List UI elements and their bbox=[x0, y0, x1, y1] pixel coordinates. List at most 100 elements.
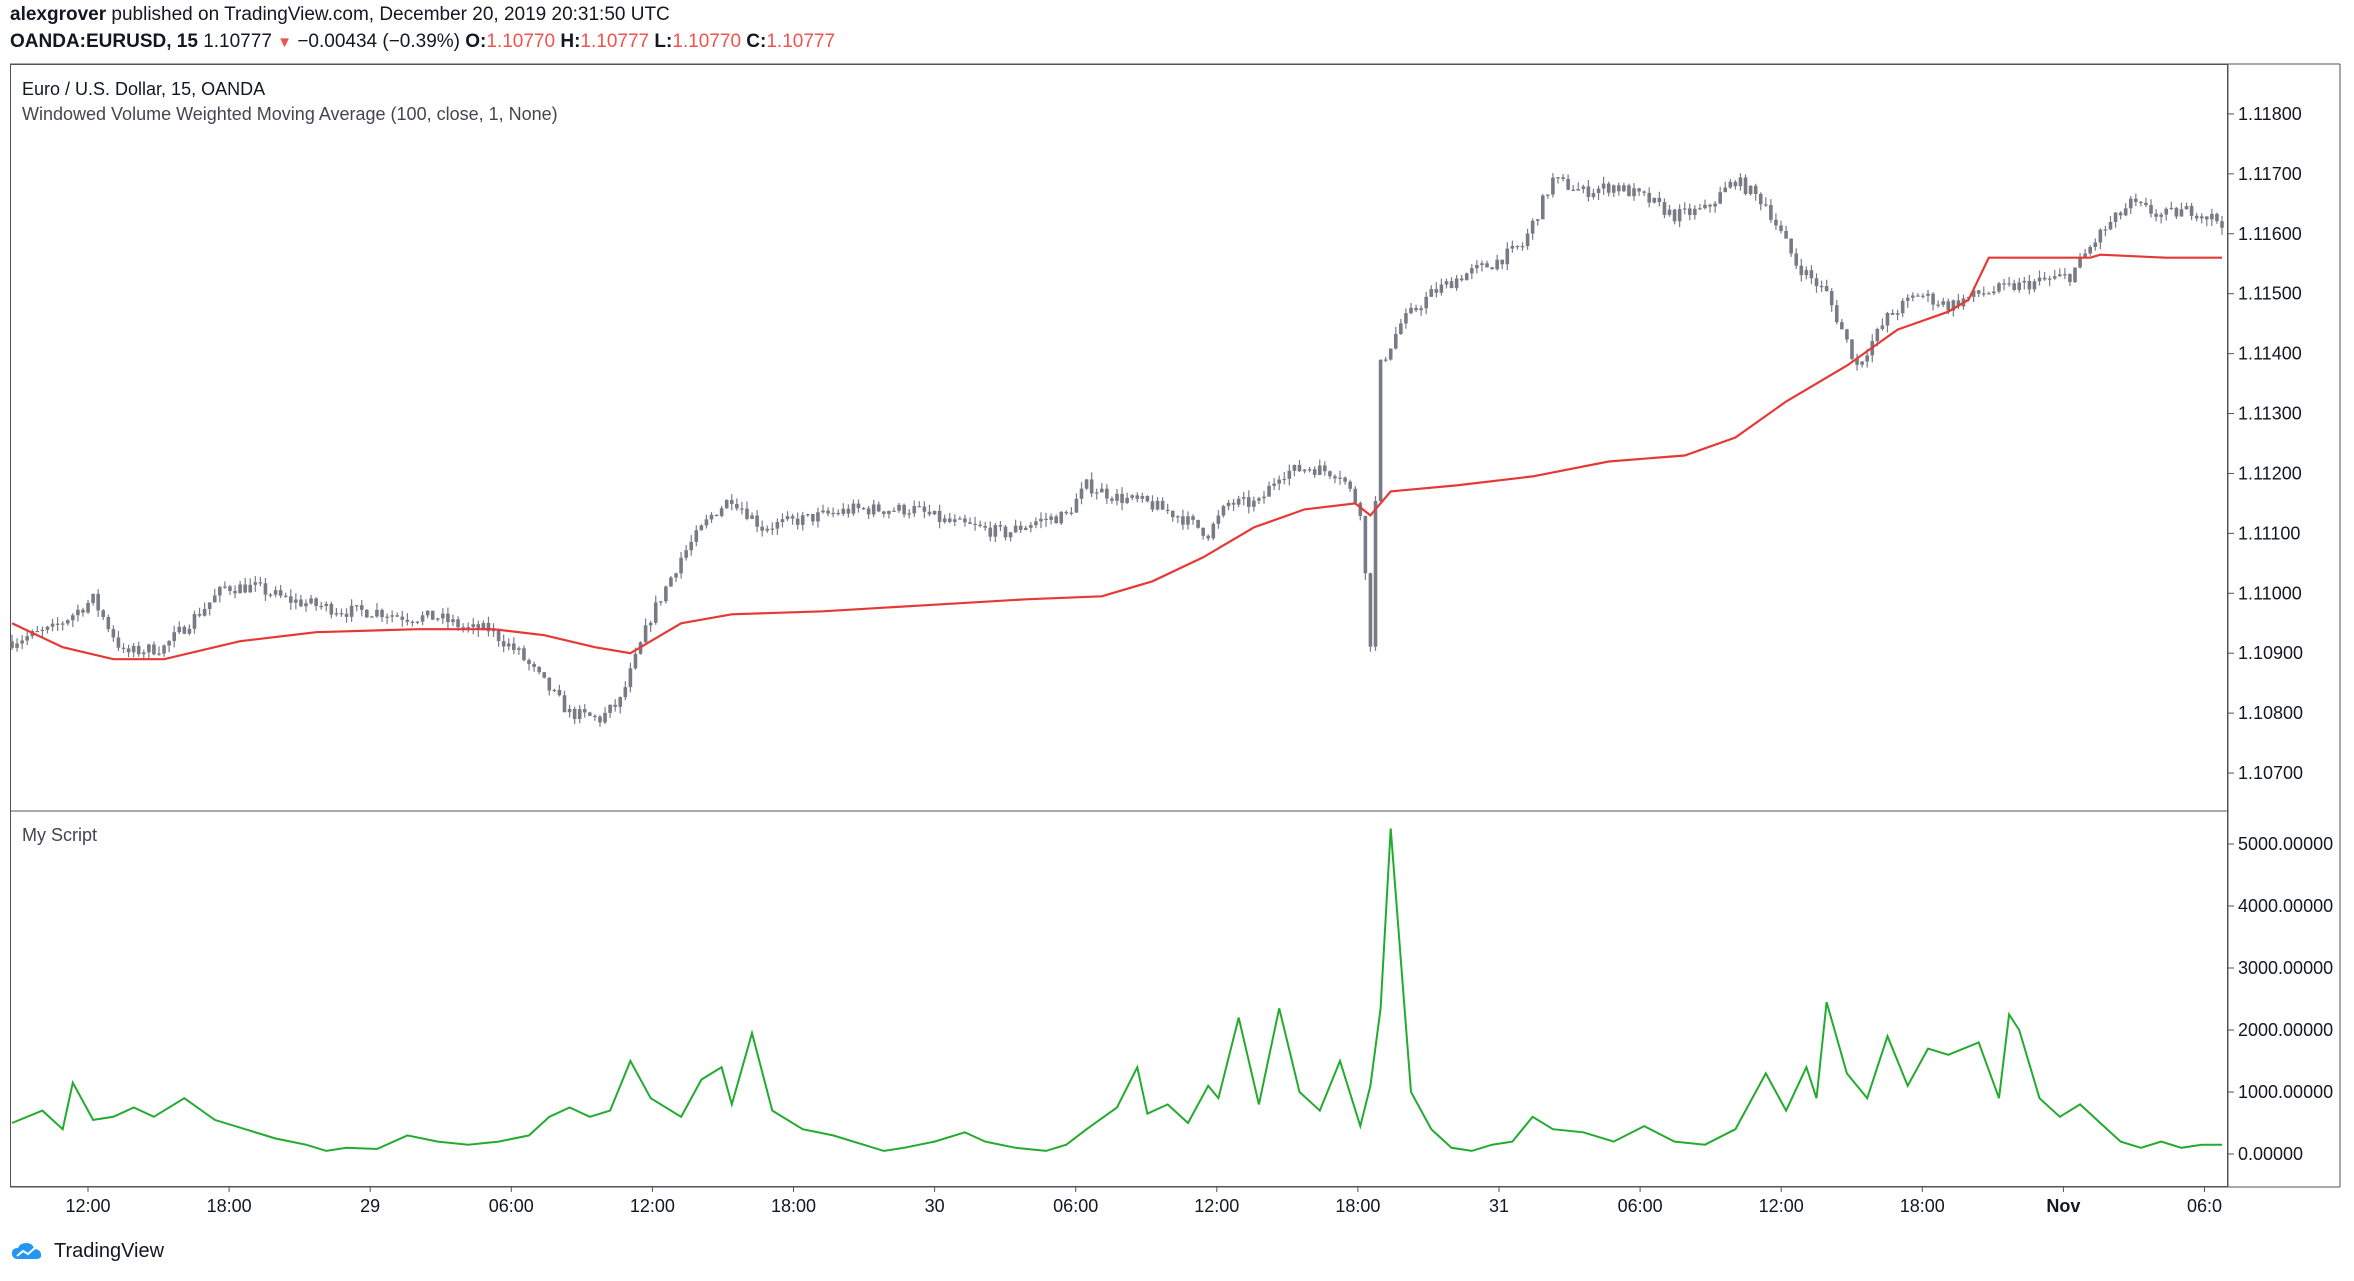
candle bbox=[1733, 180, 1738, 190]
candle bbox=[1601, 176, 1606, 195]
candle bbox=[958, 516, 962, 520]
candle bbox=[50, 618, 55, 632]
candle bbox=[2220, 215, 2224, 235]
candle bbox=[1170, 510, 1175, 522]
candle bbox=[466, 622, 470, 633]
candle bbox=[400, 610, 405, 627]
candle bbox=[435, 617, 440, 622]
candle bbox=[45, 625, 50, 634]
candle bbox=[1546, 194, 1550, 199]
candle bbox=[1637, 187, 1641, 196]
symbol-name[interactable]: OANDA:EURUSD, 15 bbox=[10, 31, 198, 52]
candle bbox=[1687, 203, 1692, 221]
candle bbox=[562, 690, 567, 713]
candle bbox=[2113, 211, 2118, 228]
candle bbox=[1429, 285, 1434, 297]
candle bbox=[785, 511, 790, 522]
candle bbox=[106, 614, 111, 633]
tradingview-logo[interactable]: TradingView bbox=[10, 1240, 164, 1263]
candle bbox=[1125, 492, 1129, 505]
candle bbox=[425, 610, 430, 619]
candle bbox=[96, 589, 100, 617]
candle bbox=[1236, 495, 1241, 508]
candle bbox=[223, 581, 227, 589]
candle bbox=[1262, 491, 1266, 504]
candle bbox=[157, 646, 161, 656]
candle bbox=[212, 588, 217, 603]
candle bbox=[2057, 268, 2062, 277]
candle bbox=[1470, 264, 1474, 280]
y-tick-label: 1.11600 bbox=[2238, 224, 2302, 244]
candle bbox=[1652, 197, 1657, 204]
candle bbox=[613, 699, 617, 712]
candle bbox=[942, 514, 947, 524]
candle bbox=[2012, 279, 2016, 292]
candle bbox=[1464, 272, 1469, 281]
candle bbox=[152, 641, 156, 656]
candle bbox=[304, 599, 308, 612]
y-tick-label: 1.11700 bbox=[2238, 164, 2302, 184]
candle bbox=[365, 608, 369, 618]
author-name[interactable]: alexgrover bbox=[10, 4, 107, 25]
candle bbox=[836, 509, 841, 516]
sub-pane-title: My Script bbox=[22, 825, 98, 845]
candle bbox=[1581, 184, 1586, 194]
candle bbox=[1034, 517, 1038, 529]
candle bbox=[532, 661, 536, 672]
candle bbox=[2169, 201, 2174, 211]
candles-layer bbox=[10, 173, 2224, 727]
candle bbox=[1216, 510, 1221, 529]
candle bbox=[735, 498, 739, 511]
candle bbox=[1049, 513, 1053, 525]
y-tick-label: 1.11800 bbox=[2238, 104, 2302, 124]
candle bbox=[1317, 459, 1322, 476]
candle bbox=[233, 585, 237, 599]
candle bbox=[1814, 273, 1819, 293]
candle bbox=[1571, 184, 1575, 192]
y-axis-ticks: 1.10700 1.10800 1.10900 1.11000 1.11100 1.112… bbox=[2228, 104, 2333, 1164]
price-change: −0.00434 (−0.39%) bbox=[297, 31, 460, 52]
candle bbox=[1206, 534, 1211, 541]
candle bbox=[800, 511, 805, 531]
candle bbox=[1252, 496, 1256, 512]
candle bbox=[319, 601, 323, 610]
y-tick-label: 1.10900 bbox=[2238, 643, 2303, 663]
candle bbox=[1728, 178, 1733, 189]
candle bbox=[1693, 205, 1697, 220]
candle bbox=[1829, 288, 1834, 312]
candle bbox=[1976, 289, 1981, 298]
candle bbox=[1804, 266, 1809, 280]
candle bbox=[1992, 286, 1996, 296]
candle bbox=[1023, 525, 1028, 531]
candle bbox=[354, 605, 359, 612]
y-tick-label: 1.11200 bbox=[2238, 463, 2302, 483]
candle bbox=[405, 613, 410, 626]
candle bbox=[2037, 270, 2042, 286]
candle bbox=[2093, 238, 2098, 251]
candle bbox=[1414, 304, 1418, 313]
candle bbox=[370, 615, 374, 618]
candle bbox=[1662, 198, 1667, 219]
x-tick-label: 18:00 bbox=[207, 1196, 252, 1216]
candle bbox=[1388, 348, 1393, 361]
candle bbox=[1647, 187, 1652, 208]
candle bbox=[1743, 174, 1748, 196]
x-tick-label: 06:00 bbox=[489, 1196, 534, 1216]
candle bbox=[780, 513, 785, 528]
candle bbox=[461, 623, 465, 633]
candle bbox=[892, 507, 896, 512]
candle bbox=[91, 593, 95, 606]
candle bbox=[1475, 260, 1479, 274]
candle bbox=[983, 521, 988, 531]
candle bbox=[2042, 271, 2047, 281]
candle bbox=[1110, 496, 1114, 504]
candle bbox=[2073, 267, 2077, 284]
y-tick-label: 0.00000 bbox=[2238, 1144, 2303, 1164]
candle bbox=[126, 644, 131, 658]
candle bbox=[2007, 276, 2011, 287]
candle bbox=[907, 508, 911, 519]
candle bbox=[1718, 186, 1722, 205]
candle bbox=[947, 512, 952, 524]
candle bbox=[1135, 492, 1140, 503]
